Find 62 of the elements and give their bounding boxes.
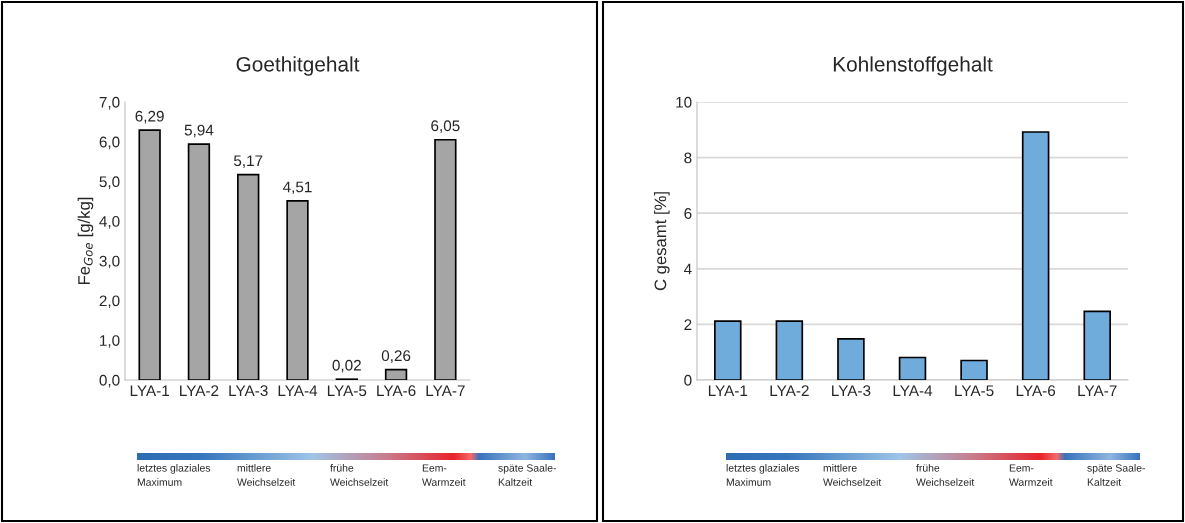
bar: [237, 173, 260, 380]
bar: [837, 338, 865, 380]
x-tick-label: LYA-4: [893, 385, 933, 396]
y-tick-label: 6,0: [99, 136, 120, 150]
data-label: 5,17: [233, 155, 263, 168]
text: frühe Weichselzeit: [916, 464, 975, 486]
text: mittlere Weichselzeit: [823, 464, 882, 486]
bar: [187, 143, 211, 380]
bar: [384, 368, 408, 380]
text: späte Saale- Kaltzeit: [498, 464, 557, 486]
bar: [714, 320, 742, 380]
x-tick-label: LYA-5: [327, 385, 367, 397]
bar: [434, 138, 457, 380]
y-tick-label: 3,0: [99, 255, 120, 269]
y-tick-label: 7,0: [99, 96, 120, 110]
y-tick-label: 2,0: [99, 295, 120, 309]
y-tick-label: 6: [684, 208, 692, 219]
data-label: 5,94: [184, 124, 214, 138]
data-label: 0,26: [381, 350, 411, 363]
x-tick-label: LYA-2: [770, 385, 809, 396]
y-tick-label: 10: [676, 96, 692, 108]
x-tick-label: LYA-5: [955, 385, 994, 397]
x-tick-label: LYA-3: [832, 385, 871, 397]
x-tick-label: LYA-1: [708, 385, 748, 396]
x-tick-label: LYA-6: [377, 385, 416, 397]
x-tick-label: LYA-7: [426, 385, 465, 396]
text: Eem- Warmzeit: [422, 464, 466, 486]
text: Eem- Warmzeit: [1009, 464, 1053, 486]
data-label: 6,29: [135, 110, 164, 124]
x-tick-label: LYA-1: [130, 385, 169, 396]
data-label: 6,05: [431, 120, 460, 133]
data-label: 0,02: [332, 359, 361, 373]
y-axis-title: Fe$_{Goe}$ [g/kg]: [77, 197, 94, 285]
y-axis-title: C gesamt [%]: [654, 192, 670, 291]
bar: [775, 320, 804, 380]
text: letztes glaziales Maximum: [137, 464, 211, 486]
chart-title: Goethitgehalt: [236, 56, 360, 76]
y-tick-label: 4: [683, 263, 692, 275]
y-tick-label: 1,0: [100, 335, 120, 348]
y-tick-label: 5,0: [99, 176, 120, 189]
data-label: 4,51: [282, 181, 312, 195]
x-tick-label: LYA-7: [1078, 385, 1117, 396]
x-tick-label: LYA-4: [278, 385, 318, 396]
text: späte Saale- Kaltzeit: [1087, 464, 1146, 486]
text: mittlere Weichselzeit: [237, 464, 296, 486]
bar: [138, 129, 161, 380]
y-tick-label: 2: [684, 319, 692, 330]
bar: [1021, 131, 1050, 380]
x-tick-label: LYA-3: [229, 385, 268, 397]
text: letztes glaziales Maximum: [726, 464, 800, 486]
y-tick-label: 4,0: [99, 216, 120, 229]
text: frühe Weichselzeit: [330, 464, 389, 486]
bar: [960, 359, 988, 380]
y-tick-label: 0: [684, 374, 692, 386]
x-tick-label: LYA-6: [1016, 385, 1056, 397]
bar: [286, 200, 309, 380]
x-tick-label: LYA-2: [180, 385, 219, 396]
y-tick-label: 0,0: [99, 374, 120, 388]
bar: [898, 356, 927, 380]
chart-title: Kohlenstoffgehalt: [833, 56, 993, 76]
bar: [1083, 310, 1111, 380]
y-tick-label: 8: [684, 152, 692, 164]
